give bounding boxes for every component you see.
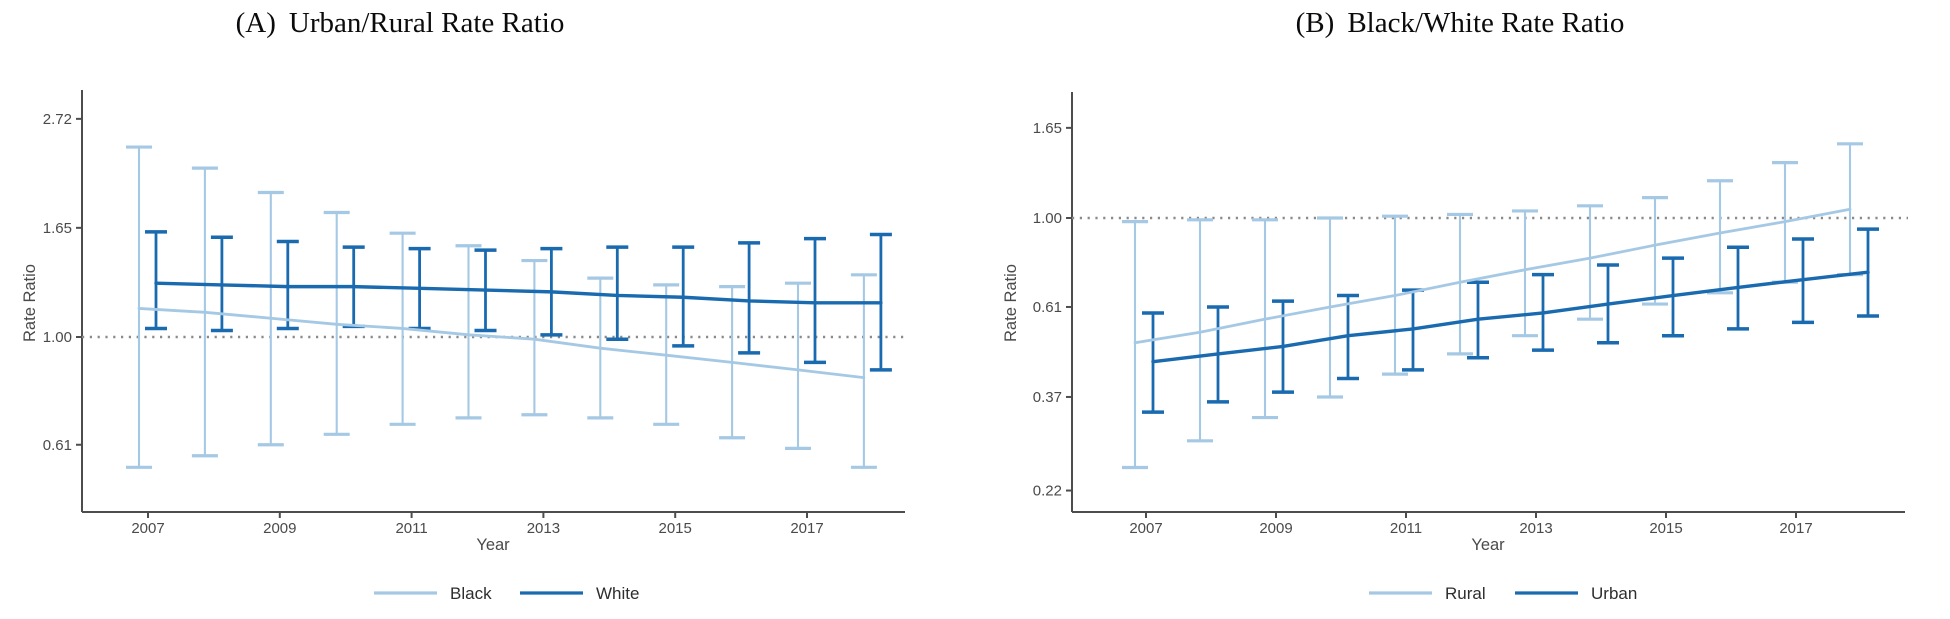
panel-b-chart: (B) Black/White Rate Ratio Rate Ratio 1.6… xyxy=(1002,7,1908,603)
x-tick-label: 2007 xyxy=(131,520,164,537)
panel-a-y-axis-title: Rate Ratio xyxy=(21,264,39,342)
y-tick-label: 0.22 xyxy=(1033,483,1062,500)
panel-a-legend: Black White xyxy=(374,584,639,603)
x-tick-label: 2017 xyxy=(1779,520,1812,537)
y-tick-label: 2.72 xyxy=(43,111,72,128)
x-tick-label: 2015 xyxy=(1649,520,1682,537)
y-tick-label: 1.65 xyxy=(1033,120,1062,137)
panel-a-plot-area: 2.72 1.65 1.00 0.61 2007 2009 2011 2013 2015 2017 xyxy=(43,90,908,537)
errorbar-rural-2014 xyxy=(1577,204,1603,321)
y-tick-label: 1.65 xyxy=(43,220,72,237)
panel-a-title: (A) Urban/Rural Rate Ratio xyxy=(236,7,565,39)
series-line-black xyxy=(137,307,866,380)
errorbar-white-2016 xyxy=(738,241,761,355)
y-tick-label: 0.37 xyxy=(1033,389,1062,406)
legend-label-black: Black xyxy=(450,584,492,603)
panel-b-title: (B) Black/White Rate Ratio xyxy=(1296,7,1625,39)
errorbar-black-2013 xyxy=(521,258,548,417)
errorbar-rural-2012 xyxy=(1447,212,1473,356)
panel-b-legend: Rural Urban xyxy=(1369,584,1637,603)
errorbar-white-2017 xyxy=(804,236,826,365)
errorbar-black-2018 xyxy=(850,273,877,469)
x-tick-label: 2007 xyxy=(1129,520,1162,537)
panel-b-plot-area: 1.65 1.00 0.61 0.37 0.22 2007 2009 2011 2013 2015… xyxy=(1033,92,1908,537)
series-line-rural xyxy=(1133,207,1852,345)
legend-label-rural: Rural xyxy=(1445,584,1486,603)
x-tick-label: 2013 xyxy=(527,520,560,537)
y-tick-label: 1.00 xyxy=(1033,210,1062,227)
errorbar-black-2012 xyxy=(455,244,482,420)
x-tick-label: 2009 xyxy=(263,520,296,537)
errorbar-black-2017 xyxy=(785,281,811,450)
series-line-white xyxy=(154,281,883,305)
errorbar-rural-2015 xyxy=(1642,196,1668,306)
x-tick-label: 2011 xyxy=(1390,520,1422,537)
series-black-errorbars xyxy=(126,145,877,469)
legend-label-white: White xyxy=(596,584,639,603)
errorbar-white-2007 xyxy=(145,230,167,331)
x-tick-label: 2011 xyxy=(395,520,427,537)
x-tick-label: 2015 xyxy=(659,520,692,537)
x-tick-label: 2013 xyxy=(1519,520,1552,537)
y-tick-label: 0.61 xyxy=(43,437,72,454)
x-tick-label: 2017 xyxy=(790,520,823,537)
series-rural-errorbars xyxy=(1122,142,1863,470)
legend-label-urban: Urban xyxy=(1591,584,1637,603)
errorbar-rural-2007 xyxy=(1122,220,1148,470)
y-tick-label: 1.00 xyxy=(43,329,72,346)
errorbar-white-2014 xyxy=(606,245,629,341)
panel-a-chart: (A) Urban/Rural Rate Ratio Rate Ratio 2.7… xyxy=(21,7,908,603)
y-tick-label: 0.61 xyxy=(1033,299,1062,316)
panel-a-x-axis-title: Year xyxy=(476,536,510,554)
panel-b-x-axis-title: Year xyxy=(1471,536,1505,554)
errorbar-rural-2008 xyxy=(1187,218,1213,443)
series-line-urban xyxy=(1151,270,1870,364)
panel-b-y-axis-title: Rate Ratio xyxy=(1002,264,1020,342)
errorbar-rural-2016 xyxy=(1707,179,1733,295)
x-tick-label: 2009 xyxy=(1259,520,1292,537)
